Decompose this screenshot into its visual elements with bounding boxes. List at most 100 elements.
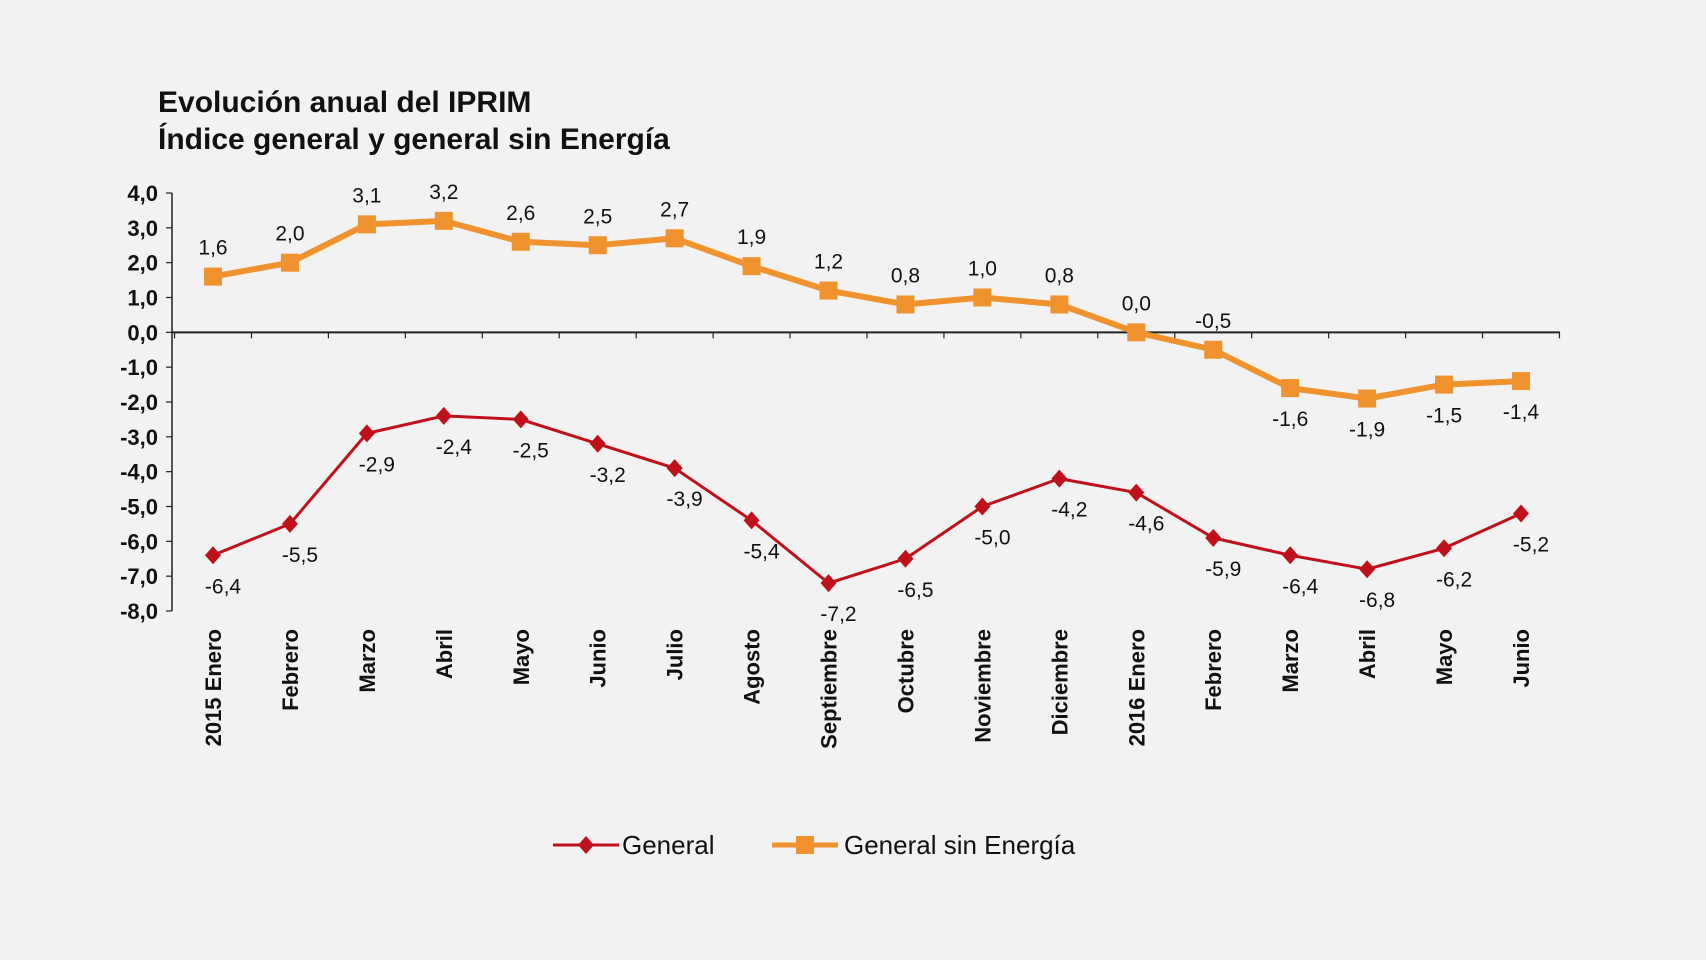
data-point <box>1512 372 1530 391</box>
data-point <box>1051 469 1068 488</box>
data-label: -6,4 <box>1282 575 1319 598</box>
data-label: -4,6 <box>1128 513 1164 536</box>
legend-marker-square <box>796 836 814 854</box>
x-tick-label: Septiembre <box>817 629 842 749</box>
data-point <box>665 229 684 248</box>
legend-label: General sin Energía <box>844 830 1076 860</box>
x-tick-label: Octubre <box>893 629 918 713</box>
data-point <box>205 546 221 565</box>
data-label: 3,1 <box>352 184 381 207</box>
data-point <box>511 232 530 251</box>
x-tick-label: Febrero <box>278 629 303 711</box>
y-tick-label: -1,0 <box>120 355 158 380</box>
data-point <box>280 253 299 272</box>
data-label: 2,7 <box>660 198 689 221</box>
data-point <box>896 295 915 314</box>
data-label: -6,4 <box>205 575 242 598</box>
data-point <box>435 406 452 425</box>
y-tick-label: -6,0 <box>120 529 158 554</box>
data-point <box>819 281 838 300</box>
data-label: -5,4 <box>743 540 780 563</box>
data-point <box>1128 483 1145 502</box>
data-label: 2,6 <box>506 202 535 225</box>
data-point <box>1359 560 1376 579</box>
y-tick-label: 1,0 <box>127 286 158 311</box>
data-label: -1,4 <box>1503 401 1540 424</box>
data-label: 1,2 <box>814 251 843 274</box>
x-tick-label: Diciembre <box>1047 629 1072 735</box>
data-point <box>589 434 606 453</box>
data-point <box>1436 539 1453 558</box>
data-label: -1,6 <box>1272 408 1308 431</box>
chart-title: Evolución anual del IPRIM <box>158 86 531 119</box>
legend-item: General <box>553 830 715 860</box>
x-tick-label: Noviembre <box>970 629 995 743</box>
data-point <box>1282 546 1299 565</box>
x-tick-label: Abril <box>1355 629 1380 679</box>
data-label: 3,2 <box>429 181 458 204</box>
data-label: -4,2 <box>1051 499 1087 522</box>
x-tick-label: Febrero <box>1201 629 1226 711</box>
y-tick-label: 0,0 <box>127 320 158 345</box>
y-tick-label: 3,0 <box>127 216 158 241</box>
data-label: -1,9 <box>1349 419 1385 442</box>
data-point <box>588 236 607 255</box>
data-point <box>512 410 529 429</box>
data-label: -6,5 <box>897 579 933 602</box>
data-point <box>1513 504 1529 523</box>
data-point <box>897 549 914 568</box>
data-label: 1,6 <box>198 237 227 260</box>
data-point <box>1204 340 1223 359</box>
x-tick-label: Marzo <box>355 629 380 693</box>
data-label: -1,5 <box>1426 405 1462 428</box>
data-point <box>281 514 298 533</box>
data-point <box>1358 389 1377 408</box>
data-label: -6,2 <box>1436 568 1472 591</box>
data-point <box>1050 295 1069 314</box>
chart-subtitle: Índice general y general sin Energía <box>158 122 670 156</box>
x-tick-label: 2015 Enero <box>201 629 226 746</box>
legend-label: General <box>622 830 715 860</box>
data-point <box>742 257 761 276</box>
data-point <box>820 574 837 593</box>
data-point <box>1281 379 1300 398</box>
data-label: 2,0 <box>275 223 304 246</box>
data-label: -2,4 <box>436 436 473 459</box>
data-point <box>1127 323 1146 342</box>
data-label: -0,5 <box>1195 310 1231 333</box>
y-tick-label: -2,0 <box>120 390 158 415</box>
y-tick-label: -8,0 <box>120 599 158 624</box>
y-tick-label: 4,0 <box>127 181 158 206</box>
data-point <box>973 288 992 307</box>
x-tick-label: Abril <box>432 629 457 679</box>
legend-marker-diamond <box>578 836 594 854</box>
data-point <box>1435 375 1454 394</box>
data-label: -2,5 <box>513 439 549 462</box>
y-tick-label: 2,0 <box>127 251 158 276</box>
data-label: 0,8 <box>1045 264 1074 287</box>
x-tick-label: Junio <box>586 629 611 688</box>
data-point <box>204 267 222 286</box>
data-label: 1,9 <box>737 226 766 249</box>
data-point <box>357 215 376 234</box>
data-label: 2,5 <box>583 205 612 228</box>
data-label: -6,8 <box>1359 589 1395 612</box>
data-point <box>666 459 683 478</box>
data-label: -2,9 <box>359 453 395 476</box>
x-tick-label: Mayo <box>1432 629 1457 685</box>
x-tick-label: 2016 Enero <box>1124 629 1149 746</box>
x-tick-label: Julio <box>663 629 688 680</box>
data-label: -7,2 <box>820 603 856 626</box>
x-tick-label: Marzo <box>1278 629 1303 693</box>
data-point <box>358 424 375 443</box>
data-label: -5,9 <box>1205 558 1241 581</box>
y-tick-label: -4,0 <box>120 460 158 485</box>
legend-item: General sin Energía <box>772 830 1076 860</box>
data-label: 0,8 <box>891 264 920 287</box>
y-tick-label: -3,0 <box>120 425 158 450</box>
x-tick-label: Junio <box>1509 629 1534 688</box>
y-tick-label: -5,0 <box>120 495 158 520</box>
data-point <box>974 497 991 516</box>
data-label: -3,2 <box>590 464 626 487</box>
